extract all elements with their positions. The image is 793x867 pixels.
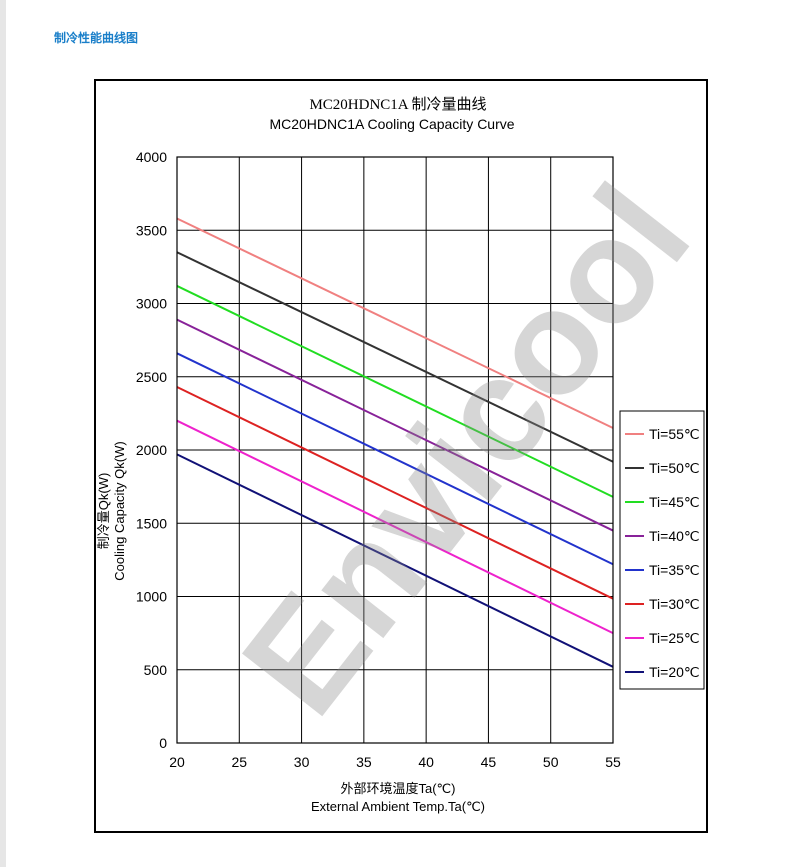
y-tick-label: 0 bbox=[159, 735, 167, 751]
left-edge-strip bbox=[0, 0, 6, 867]
chart-title: MC20HDNC1A 制冷量曲线 bbox=[309, 96, 486, 113]
x-tick-label: 25 bbox=[231, 754, 247, 770]
series-line bbox=[176, 352, 614, 566]
page-heading: 制冷性能曲线图 bbox=[54, 31, 139, 45]
x-axis-label-en: External Ambient Temp.Ta(℃) bbox=[311, 799, 485, 814]
series-line bbox=[176, 217, 614, 429]
series-line bbox=[176, 453, 614, 668]
legend-label: Ti=45℃ bbox=[649, 494, 700, 510]
legend-label: Ti=30℃ bbox=[649, 596, 700, 612]
x-tick-label: 55 bbox=[605, 754, 621, 770]
x-tick-label: 45 bbox=[481, 754, 497, 770]
y-axis-label-en: Cooling Capacity Qk(W) bbox=[112, 441, 127, 580]
series-line bbox=[176, 285, 614, 498]
legend-label: Ti=40℃ bbox=[649, 528, 700, 544]
y-tick-label: 3500 bbox=[136, 222, 167, 238]
series-line bbox=[176, 318, 614, 532]
chart-subtitle: MC20HDNC1A Cooling Capacity Curve bbox=[269, 116, 514, 132]
legend-label: Ti=20℃ bbox=[649, 664, 700, 680]
plot-border bbox=[176, 156, 614, 744]
legend-label: Ti=50℃ bbox=[649, 460, 700, 476]
y-tick-label: 2000 bbox=[136, 442, 167, 458]
legend: Ti=55℃ Ti=50℃ Ti=45℃ Ti=40℃ Ti=35℃ Ti=30℃ Ti=2… bbox=[619, 410, 705, 690]
y-tick-label: 2500 bbox=[136, 369, 167, 385]
y-tick-label: 1500 bbox=[136, 515, 167, 531]
series-line bbox=[176, 419, 614, 635]
series-line bbox=[176, 251, 614, 463]
x-tick-label: 50 bbox=[543, 754, 559, 770]
x-tick-label: 30 bbox=[294, 754, 310, 770]
y-tick-label: 3000 bbox=[136, 296, 167, 312]
y-axis-label-cn: 制冷量Qk(W) bbox=[96, 473, 111, 550]
axes bbox=[176, 156, 614, 744]
tick-labels: 20 25 30 35 40 45 50 55 0 500 1000 1500 2000 2500 3000… bbox=[136, 149, 621, 770]
x-tick-label: 40 bbox=[418, 754, 434, 770]
chart-frame: MC20HDNC1A 制冷量曲线 MC20HDNC1A Cooling Capa… bbox=[94, 79, 721, 833]
y-tick-label: 500 bbox=[144, 662, 168, 678]
y-tick-label: 1000 bbox=[136, 589, 167, 605]
x-axis-label-cn: 外部环境温度Ta(℃) bbox=[341, 781, 456, 796]
grid bbox=[176, 156, 614, 744]
cooling-capacity-chart: MC20HDNC1A 制冷量曲线 MC20HDNC1A Cooling Capa… bbox=[96, 96, 721, 814]
x-tick-label: 35 bbox=[356, 754, 372, 770]
x-tick-label: 20 bbox=[169, 754, 185, 770]
y-tick-label: 4000 bbox=[136, 149, 167, 165]
legend-label: Ti=35℃ bbox=[649, 562, 700, 578]
legend-label: Ti=25℃ bbox=[649, 630, 700, 646]
series-lines bbox=[176, 217, 614, 668]
legend-box bbox=[619, 410, 705, 690]
series-line bbox=[176, 386, 614, 600]
legend-label: Ti=55℃ bbox=[649, 426, 700, 442]
